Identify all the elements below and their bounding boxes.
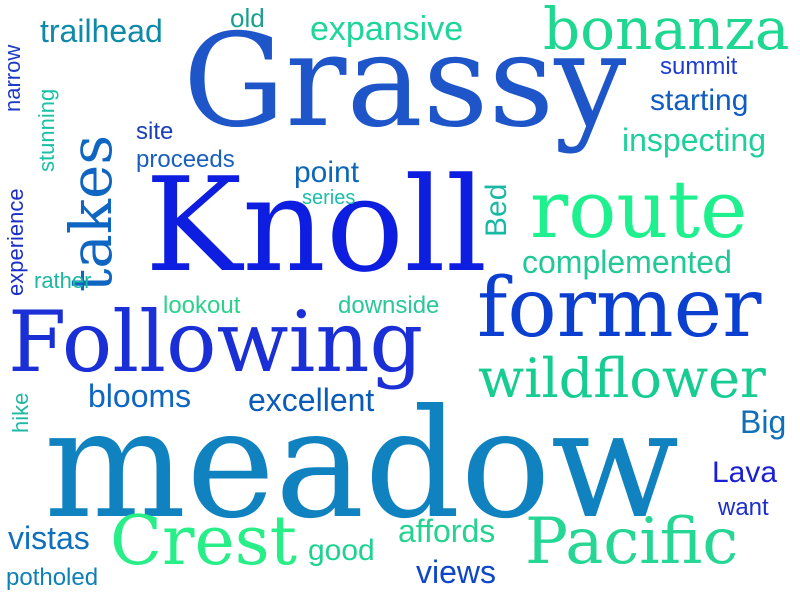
word-views: views: [416, 554, 497, 590]
word-inspecting: inspecting: [622, 122, 767, 158]
word-former: former: [477, 261, 762, 356]
word-affords: affords: [398, 513, 496, 549]
word-good: good: [308, 534, 375, 567]
word-excellent: excellent: [248, 382, 375, 418]
word-proceeds: proceeds: [136, 146, 235, 173]
word-following: Following: [8, 293, 424, 391]
word-site: site: [136, 118, 174, 145]
word-meadow: meadow: [44, 378, 680, 552]
word-knoll: Knoll: [145, 149, 488, 301]
word-experience: experience: [3, 188, 28, 296]
word-series: series: [302, 187, 356, 209]
word-wildflower: wildflower: [478, 347, 766, 410]
word-point: point: [294, 156, 360, 189]
word-complemented: complemented: [522, 244, 732, 280]
word-bonanza: bonanza: [543, 0, 790, 63]
word-trailhead: trailhead: [40, 13, 163, 49]
word-route: route: [530, 163, 748, 256]
word-lava: Lava: [712, 456, 778, 489]
word-crest: Crest: [110, 502, 297, 581]
word-big: Big: [740, 404, 787, 440]
word-lookout: lookout: [163, 292, 241, 319]
word-starting: starting: [650, 84, 749, 117]
word-narrow: narrow: [0, 44, 25, 112]
word-want: want: [718, 494, 769, 521]
word-expansive: expansive: [310, 10, 464, 48]
word-downside: downside: [338, 292, 440, 319]
word-pacific: Pacific: [525, 505, 739, 579]
word-stunning: stunning: [34, 88, 59, 172]
word-summit: summit: [660, 53, 738, 80]
word-blooms: blooms: [88, 378, 192, 414]
word-old: old: [230, 3, 265, 33]
word-vistas: vistas: [8, 520, 90, 556]
word-rather: rather: [34, 268, 92, 293]
word-hike: hike: [8, 392, 33, 433]
word-potholed: potholed: [6, 564, 99, 591]
word-bed: Bed: [480, 183, 513, 237]
word-grassy: Grassy: [183, 7, 627, 156]
